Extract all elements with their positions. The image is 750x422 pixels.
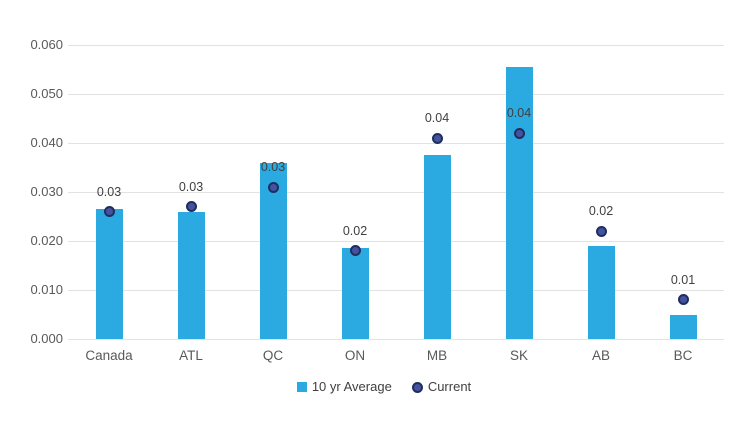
data-label: 0.01 [670,272,696,287]
bar-10yr-average [95,209,123,339]
y-axis-tick-label: 0.030 [30,184,63,199]
bar-series-swatch-icon [296,382,307,392]
x-axis-category-label: BC [673,348,693,363]
data-label: 0.02 [588,204,614,219]
bar-10yr-average [669,314,697,339]
y-axis-tick-label: 0.000 [30,331,63,346]
data-label: 0.03 [260,160,286,175]
marker-series-swatch-icon [411,381,423,393]
y-axis-tick-label: 0.050 [30,86,63,101]
legend-item-10yr-average: 10 yr Average [296,379,392,395]
data-label: 0.02 [342,223,368,238]
current-marker-icon [677,294,689,306]
y-gridline [68,290,724,291]
current-marker-icon [513,127,525,139]
legend-label-10yr-average: 10 yr Average [311,379,392,394]
bar-10yr-average [341,248,369,339]
y-axis-tick-label: 0.020 [30,233,63,248]
bar-10yr-average [177,211,205,339]
y-axis-tick-label: 0.060 [30,37,63,52]
bar-10yr-average [423,155,451,339]
current-marker-icon [103,206,115,218]
current-marker-icon [185,201,197,213]
y-axis-tick-label: 0.010 [30,282,63,297]
y-axis-tick-label: 0.040 [30,135,63,150]
x-axis-category-label: Canada [85,348,133,363]
current-marker-icon [349,245,361,257]
legend-item-current: Current [411,379,472,395]
y-gridline [68,241,724,242]
y-gridline [68,94,724,95]
y-gridline [68,143,724,144]
y-gridline [68,192,724,193]
x-axis-category-label: SK [509,348,528,363]
x-axis-category-label: AB [591,348,610,363]
current-marker-icon [595,225,607,237]
x-axis-category-label: QC [262,348,284,363]
x-axis-category-label: ON [344,348,366,363]
data-label: 0.04 [506,106,532,121]
y-gridline [68,339,724,340]
bar-10yr-average [505,67,533,339]
x-axis-category-label: MB [426,348,448,363]
data-label: 0.04 [424,111,450,126]
y-gridline [68,45,724,46]
current-marker-icon [431,132,443,144]
legend-label-current: Current [427,379,472,394]
bar-10yr-average [587,245,615,339]
data-label: 0.03 [178,179,204,194]
legend: 10 yr Average Current [9,379,750,395]
x-axis-category-label: ATL [179,348,203,363]
current-marker-icon [267,181,279,193]
data-label: 0.03 [96,184,122,199]
